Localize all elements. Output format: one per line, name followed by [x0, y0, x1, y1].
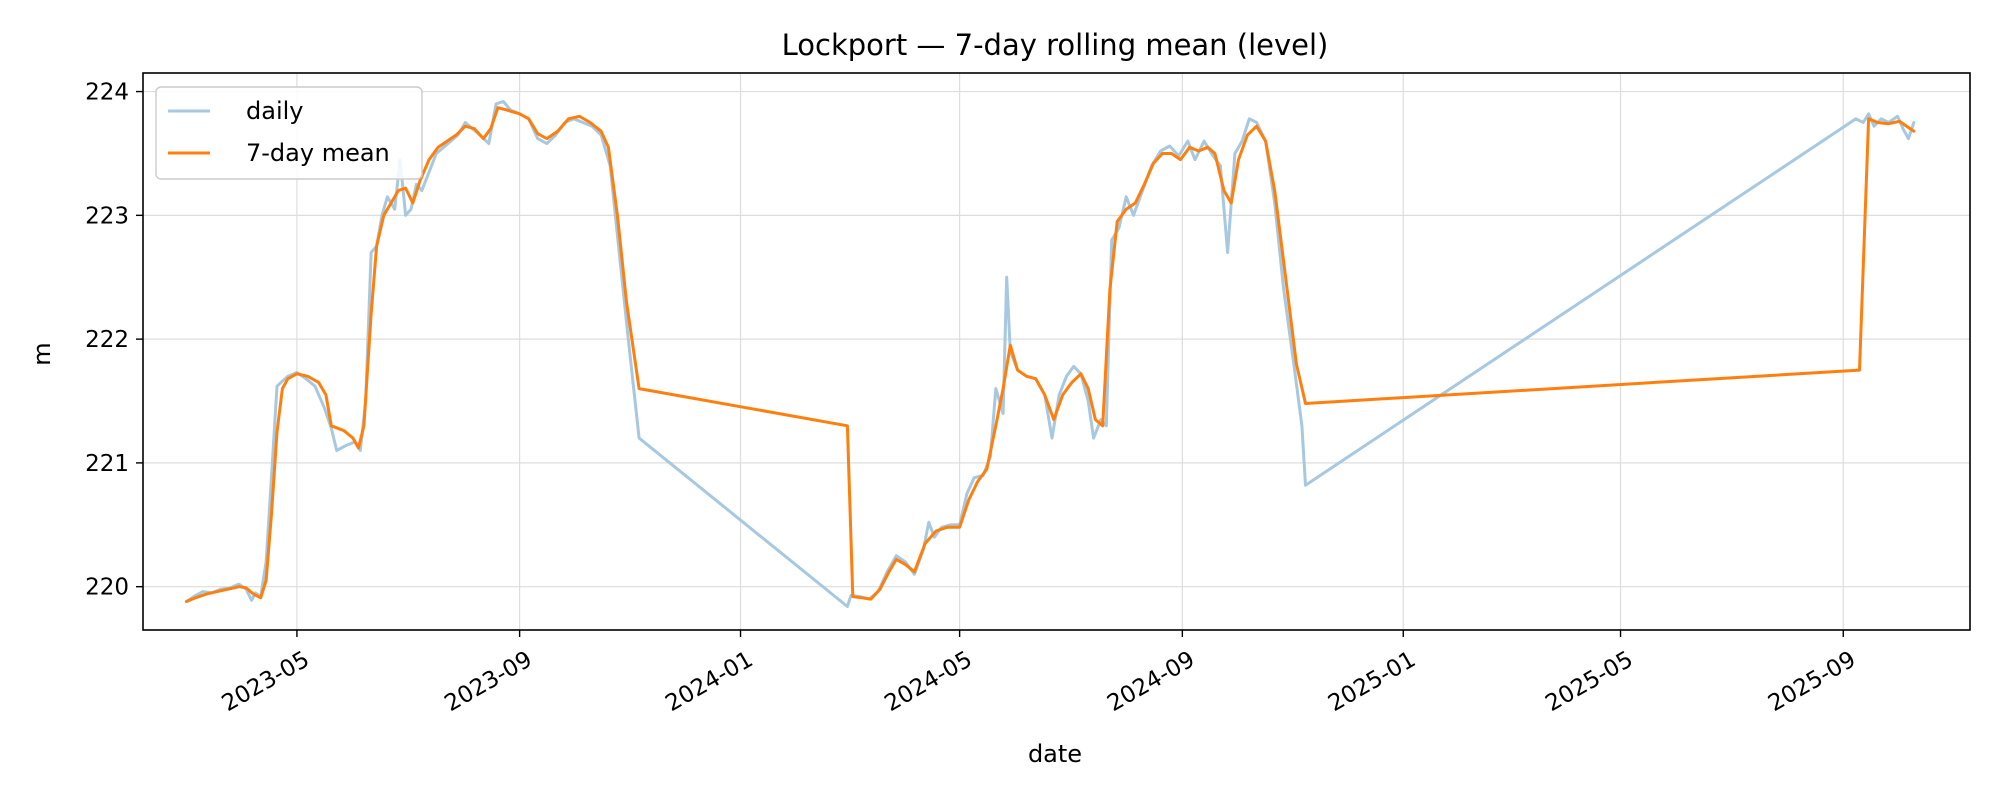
legend-label-daily: daily [246, 97, 303, 125]
legend-label-7-day-mean: 7-day mean [246, 139, 390, 167]
series-lines [185, 100, 1916, 608]
legend: daily 7-day mean [155, 86, 423, 180]
chart-title: Lockport — 7-day rolling mean (level) [782, 28, 1329, 62]
y-tick-label: 224 [85, 80, 129, 106]
y-tick-label: 221 [85, 451, 129, 477]
plot-area-frame [142, 72, 1971, 631]
y-tick-label: 222 [85, 327, 129, 353]
x-axis-title: date [1028, 740, 1082, 768]
y-tick-label: 220 [85, 575, 129, 601]
grid [143, 73, 1970, 630]
series-line-7-day-mean [185, 106, 1916, 603]
y-axis-ticks: 220 221 222 223 224 [85, 80, 143, 601]
y-axis-title: m [28, 342, 56, 365]
y-tick-label: 223 [85, 203, 129, 229]
legend-box [155, 86, 423, 180]
